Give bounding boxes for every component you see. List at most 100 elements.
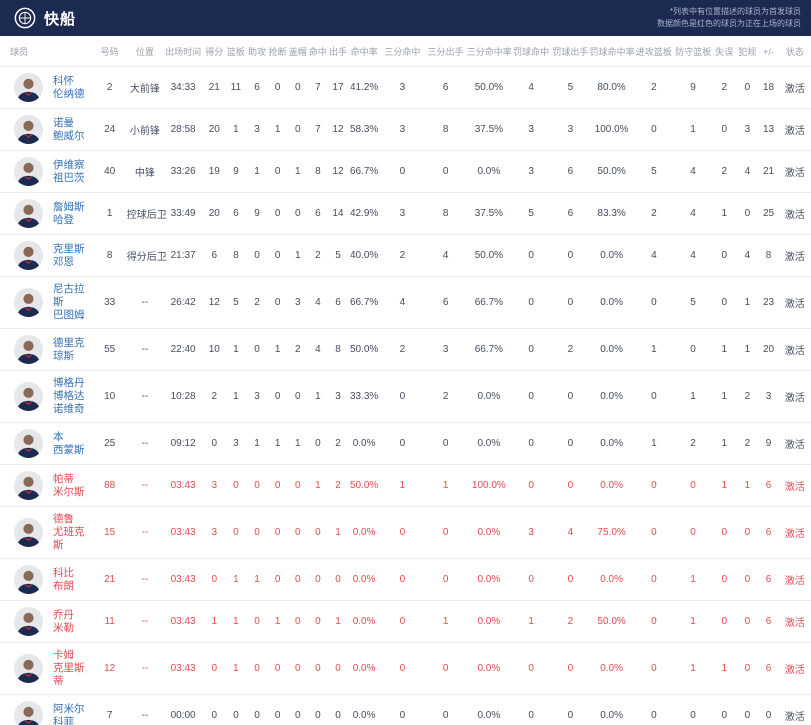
stat-cell-抢断: 1 [267, 328, 288, 371]
stat-cell-三分命中: 1 [380, 464, 425, 507]
stat-cell-三分命中: 0 [380, 642, 425, 695]
stat-cell-命中率: 33.3% [348, 370, 381, 423]
player-cell: 博格丹 博格达诺维奇 [0, 370, 93, 423]
stat-cell-犯规: 1 [736, 328, 759, 371]
stat-cell-命中率: 0.0% [348, 694, 381, 725]
stat-cell-+/-: 13 [758, 108, 779, 151]
stat-cell-犯规: 4 [736, 234, 759, 277]
stat-cell-罚球出手: 0 [551, 276, 590, 329]
stat-cell-三分出手: 6 [424, 276, 467, 329]
player-avatar[interactable] [14, 565, 43, 594]
player-avatar[interactable] [14, 429, 43, 458]
stat-cell-号码: 55 [92, 328, 127, 371]
stat-cell-罚球出手: 6 [551, 192, 590, 235]
stat-cell-得分: 10 [203, 328, 226, 371]
stat-cell-得分: 12 [203, 276, 226, 329]
player-name-link[interactable]: 尼古拉斯 巴图姆 [53, 283, 85, 321]
player-avatar[interactable] [14, 73, 43, 102]
stat-cell-罚球命中: 3 [511, 150, 552, 193]
player-name-link[interactable]: 詹姆斯 哈登 [53, 200, 85, 226]
stat-cell-+/-: 0 [758, 694, 779, 725]
stat-cell-罚球命中: 3 [511, 108, 552, 151]
player-avatar[interactable] [14, 701, 43, 725]
player-name-link[interactable]: 科怀 伦纳德 [53, 74, 85, 100]
stat-cell-进攻篮板: 0 [633, 558, 674, 601]
player-name-link[interactable]: 诺曼 鲍威尔 [53, 116, 85, 142]
player-name-link[interactable]: 本 西蒙斯 [53, 430, 85, 456]
player-cell: 科怀 伦纳德 [0, 66, 93, 109]
player-name-link[interactable]: 科比 布朗 [53, 566, 74, 592]
player-avatar[interactable] [14, 241, 43, 270]
stat-cell-命中: 0 [307, 694, 328, 725]
stat-cell-出场时间: 03:43 [162, 558, 204, 601]
stat-cell-罚球命中率: 0.0% [589, 464, 634, 507]
stat-cell-出手: 12 [327, 108, 349, 151]
player-name-link[interactable]: 阿米尔 科菲 [53, 702, 85, 725]
column-header-12: 三分命中 [384, 47, 421, 57]
player-cell: 卡姆 克里斯蒂 [0, 642, 93, 695]
player-avatar[interactable] [14, 288, 43, 317]
player-row-9: 帕蒂 米尔斯 88 -- 03:43 3 0 0 0 0 1 2 50.0% 1 1 100.0% 0 0 0.0… [0, 464, 811, 507]
player-name-link[interactable]: 帕蒂 米尔斯 [53, 472, 85, 498]
column-header-14: 三分命中率 [466, 47, 512, 57]
stat-cell-篮板: 11 [225, 66, 247, 109]
stat-cell-命中: 4 [307, 276, 328, 329]
stat-cell-状态: 激活 [778, 464, 811, 507]
stat-cell-位置: -- [126, 694, 163, 725]
stat-cell-号码: 24 [92, 108, 127, 151]
player-avatar[interactable] [14, 654, 43, 683]
stat-cell-号码: 33 [92, 276, 127, 329]
stat-cell-罚球出手: 2 [551, 328, 590, 371]
stat-cell-+/-: 21 [758, 150, 779, 193]
stat-cell-失误: 0 [712, 234, 737, 277]
player-avatar[interactable] [14, 199, 43, 228]
stat-cell-号码: 7 [92, 694, 127, 725]
player-row-14: 阿米尔 科菲 7 -- 00:00 0 0 0 0 0 0 0 0.0% 0 0 0.0% 0 0 0.0% 0 0 0… [0, 694, 811, 725]
player-row-10: 德鲁 尤班克斯 15 -- 03:43 3 0 0 0 0 0 1 0.0% 0 0 0.0% 3 4 75.0%… [0, 506, 811, 559]
stat-cell-出手: 0 [327, 558, 349, 601]
stat-cell-三分出手: 0 [424, 506, 467, 559]
stat-cell-+/-: 18 [758, 66, 779, 109]
stat-cell-犯规: 0 [736, 66, 759, 109]
player-avatar[interactable] [14, 335, 43, 364]
stat-cell-助攻: 3 [246, 370, 268, 423]
stat-cell-进攻篮板: 2 [633, 66, 674, 109]
stat-cell-出手: 6 [327, 276, 349, 329]
player-avatar[interactable] [14, 382, 43, 411]
stat-cell-进攻篮板: 0 [633, 694, 674, 725]
player-name-link[interactable]: 博格丹 博格达诺维奇 [53, 377, 85, 415]
player-name-link[interactable]: 卡姆 克里斯蒂 [53, 649, 85, 687]
player-avatar[interactable] [14, 607, 43, 636]
column-header-1: 号码 [100, 47, 119, 57]
stat-cell-助攻: 1 [246, 150, 268, 193]
player-name-link[interactable]: 德鲁 尤班克斯 [53, 513, 85, 551]
player-avatar[interactable] [14, 157, 43, 186]
stat-cell-助攻: 6 [246, 66, 268, 109]
stat-cell-失误: 1 [712, 328, 737, 371]
player-name-link[interactable]: 德里克 琼斯 [53, 336, 85, 362]
stat-cell-三分命中率: 0.0% [466, 600, 511, 643]
stat-cell-助攻: 0 [246, 328, 268, 371]
stat-cell-出场时间: 03:43 [162, 464, 204, 507]
player-name-link[interactable]: 乔丹 米勒 [53, 608, 74, 634]
player-cell: 帕蒂 米尔斯 [0, 464, 93, 507]
player-avatar[interactable] [14, 518, 43, 547]
stat-cell-盖帽: 0 [287, 694, 308, 725]
stat-cell-状态: 激活 [778, 558, 811, 601]
stat-cell-三分命中: 0 [380, 694, 425, 725]
player-avatar[interactable] [14, 115, 43, 144]
stat-cell-位置: -- [126, 558, 163, 601]
stat-cell-出手: 2 [327, 464, 349, 507]
stat-cell-盖帽: 0 [287, 506, 308, 559]
stat-cell-+/-: 3 [758, 370, 779, 423]
stat-cell-抢断: 0 [267, 276, 288, 329]
stat-cell-三分命中率: 100.0% [466, 464, 511, 507]
stat-cell-命中: 0 [307, 642, 328, 695]
stat-cell-位置: -- [126, 370, 163, 423]
player-avatar[interactable] [14, 471, 43, 500]
player-name-link[interactable]: 克里斯 邓恩 [53, 242, 85, 268]
stat-cell-号码: 40 [92, 150, 127, 193]
stat-cell-盖帽: 0 [287, 600, 308, 643]
stat-cell-盖帽: 1 [287, 422, 308, 465]
player-name-link[interactable]: 伊维察 祖巴茨 [53, 158, 85, 184]
